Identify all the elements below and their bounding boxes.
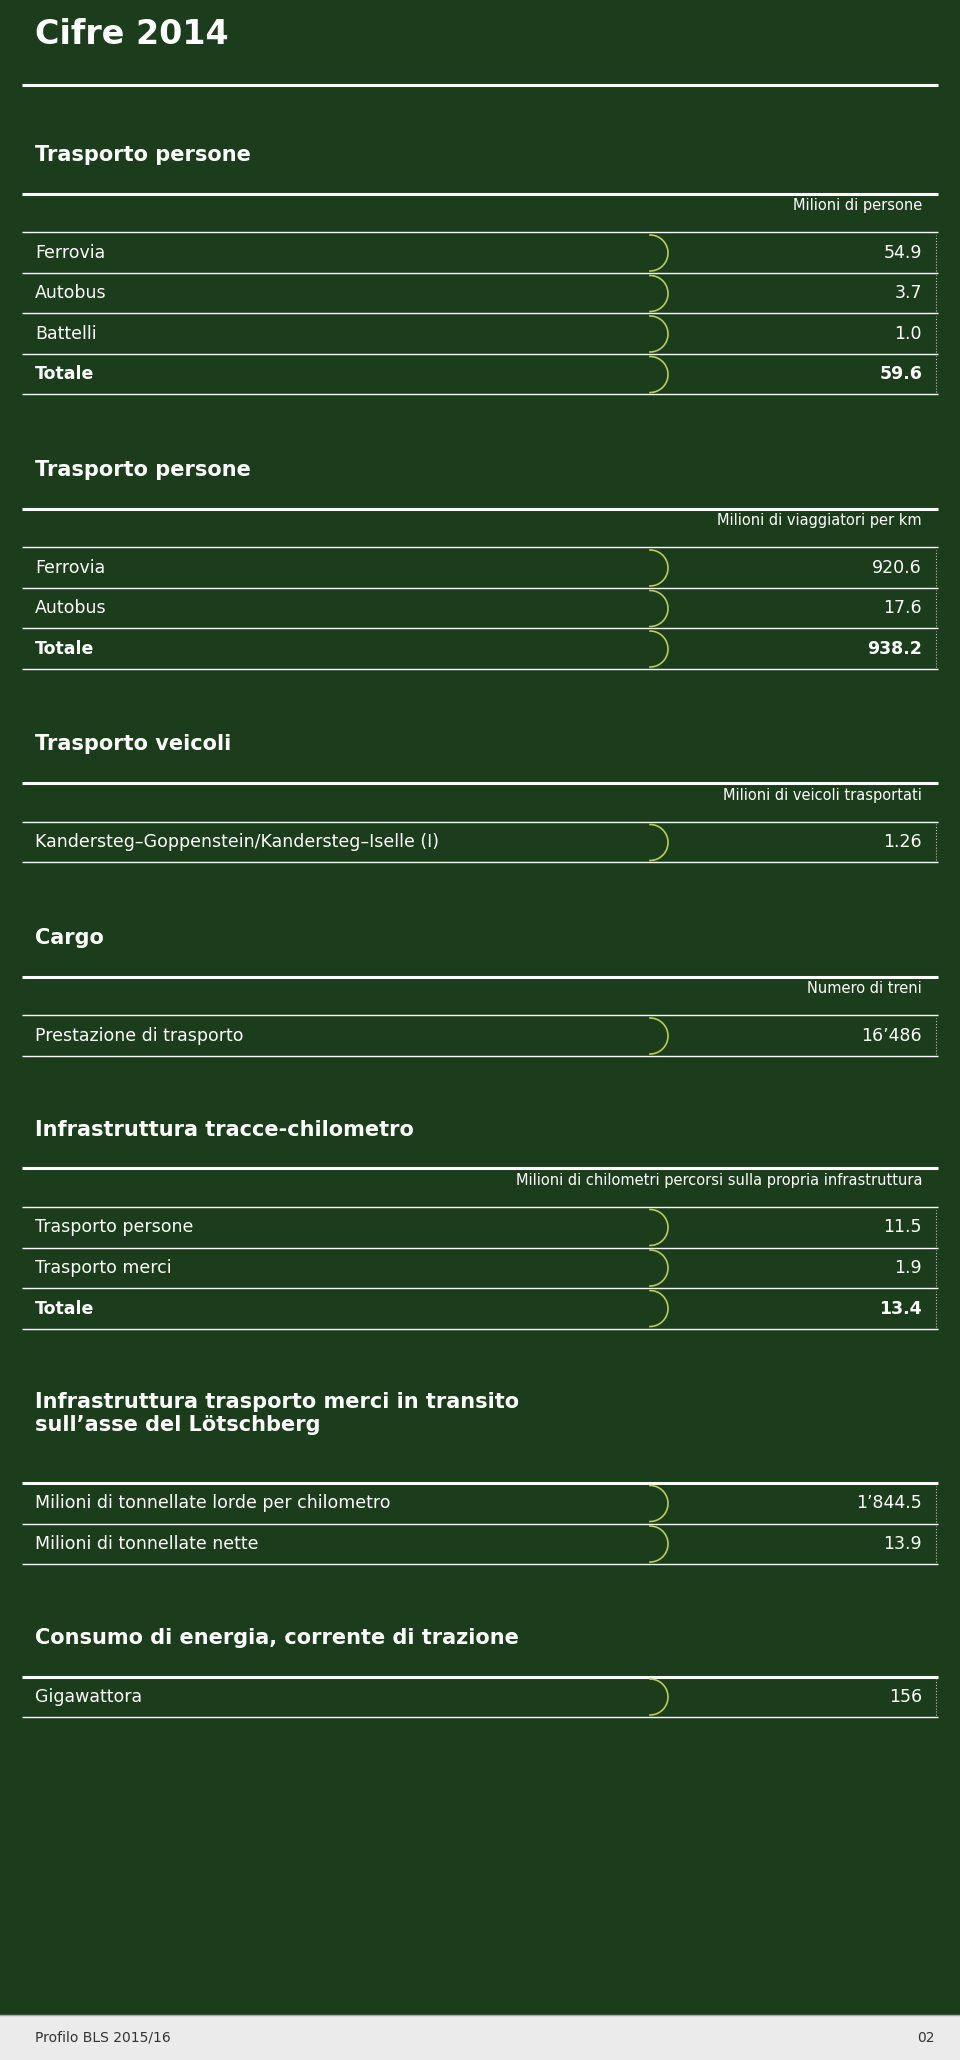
Text: Trasporto persone: Trasporto persone (35, 144, 251, 165)
Text: Numero di treni: Numero di treni (807, 981, 922, 997)
Text: 1.9: 1.9 (895, 1259, 922, 1277)
Text: 54.9: 54.9 (883, 243, 922, 262)
Text: Infrastruttura tracce-chilometro: Infrastruttura tracce-chilometro (35, 1119, 414, 1139)
Text: Milioni di persone: Milioni di persone (793, 198, 922, 214)
FancyBboxPatch shape (0, 2015, 960, 2060)
Text: 11.5: 11.5 (883, 1220, 922, 1236)
Text: Totale: Totale (35, 365, 94, 383)
Text: 1.0: 1.0 (895, 325, 922, 344)
Text: 13.4: 13.4 (879, 1300, 922, 1318)
Text: Infrastruttura trasporto merci in transito
sull’asse del Lötschberg: Infrastruttura trasporto merci in transi… (35, 1393, 519, 1436)
Text: 13.9: 13.9 (883, 1535, 922, 1553)
Text: 3.7: 3.7 (895, 284, 922, 303)
Text: Milioni di tonnellate nette: Milioni di tonnellate nette (35, 1535, 258, 1553)
Text: Cargo: Cargo (35, 927, 104, 948)
Text: 59.6: 59.6 (879, 365, 922, 383)
Text: Trasporto veicoli: Trasporto veicoli (35, 735, 231, 754)
Text: Profilo BLS 2015/16: Profilo BLS 2015/16 (35, 2031, 171, 2044)
Text: Trasporto persone: Trasporto persone (35, 1220, 193, 1236)
Text: Ferrovia: Ferrovia (35, 558, 106, 577)
Text: Totale: Totale (35, 641, 94, 657)
Text: Cifre 2014: Cifre 2014 (35, 19, 228, 52)
Text: Trasporto persone: Trasporto persone (35, 459, 251, 480)
Text: Battelli: Battelli (35, 325, 97, 344)
Text: Milioni di viaggiatori per km: Milioni di viaggiatori per km (717, 513, 922, 529)
Text: Gigawattora: Gigawattora (35, 1687, 142, 1706)
Text: Autobus: Autobus (35, 284, 107, 303)
Text: 938.2: 938.2 (867, 641, 922, 657)
Text: Ferrovia: Ferrovia (35, 243, 106, 262)
Text: 1.26: 1.26 (883, 834, 922, 851)
Text: Kandersteg–Goppenstein/Kandersteg–Iselle (I): Kandersteg–Goppenstein/Kandersteg–Iselle… (35, 834, 439, 851)
Text: 16’486: 16’486 (861, 1028, 922, 1044)
Text: 02: 02 (918, 2031, 935, 2044)
Text: Trasporto merci: Trasporto merci (35, 1259, 172, 1277)
Text: Totale: Totale (35, 1300, 94, 1318)
Text: Milioni di chilometri percorsi sulla propria infrastruttura: Milioni di chilometri percorsi sulla pro… (516, 1172, 922, 1189)
Text: Milioni di veicoli trasportati: Milioni di veicoli trasportati (723, 789, 922, 803)
Text: Autobus: Autobus (35, 599, 107, 618)
Text: 1’844.5: 1’844.5 (856, 1494, 922, 1512)
Text: 920.6: 920.6 (873, 558, 922, 577)
Text: Prestazione di trasporto: Prestazione di trasporto (35, 1028, 244, 1044)
Text: 156: 156 (889, 1687, 922, 1706)
Text: Consumo di energia, corrente di trazione: Consumo di energia, corrente di trazione (35, 1627, 518, 1648)
Text: 17.6: 17.6 (883, 599, 922, 618)
Text: Milioni di tonnellate lorde per chilometro: Milioni di tonnellate lorde per chilomet… (35, 1494, 391, 1512)
